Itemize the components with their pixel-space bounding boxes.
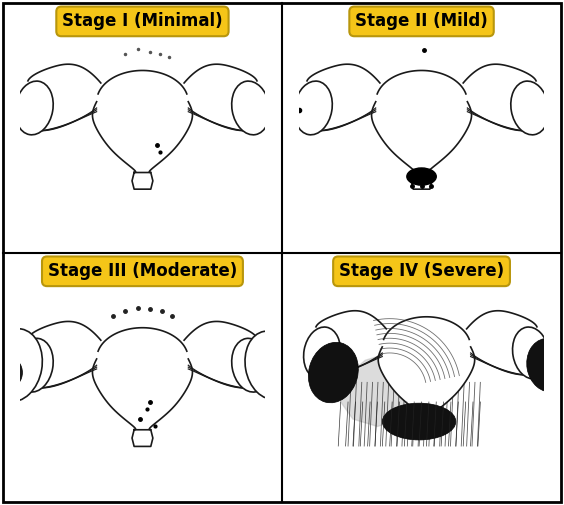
Ellipse shape xyxy=(15,338,53,392)
Ellipse shape xyxy=(15,81,53,135)
Polygon shape xyxy=(132,173,153,189)
Ellipse shape xyxy=(294,81,332,135)
Polygon shape xyxy=(411,173,432,189)
Ellipse shape xyxy=(382,403,456,440)
Polygon shape xyxy=(132,430,153,446)
Polygon shape xyxy=(92,328,192,430)
Polygon shape xyxy=(341,353,414,426)
Polygon shape xyxy=(416,415,437,431)
Ellipse shape xyxy=(0,358,23,387)
Text: Stage I (Minimal): Stage I (Minimal) xyxy=(62,13,223,30)
Ellipse shape xyxy=(511,81,549,135)
Text: Stage IV (Severe): Stage IV (Severe) xyxy=(339,262,504,280)
Ellipse shape xyxy=(309,342,358,403)
Polygon shape xyxy=(92,71,192,173)
Ellipse shape xyxy=(232,81,270,135)
Ellipse shape xyxy=(513,327,549,379)
Ellipse shape xyxy=(303,327,340,379)
Ellipse shape xyxy=(232,338,270,392)
Polygon shape xyxy=(372,71,472,173)
Ellipse shape xyxy=(407,168,436,185)
Text: Stage II (Mild): Stage II (Mild) xyxy=(355,13,488,30)
Ellipse shape xyxy=(527,338,564,392)
Polygon shape xyxy=(378,317,475,415)
Ellipse shape xyxy=(245,331,295,399)
Text: Stage III (Moderate): Stage III (Moderate) xyxy=(48,262,237,280)
Ellipse shape xyxy=(0,329,42,401)
